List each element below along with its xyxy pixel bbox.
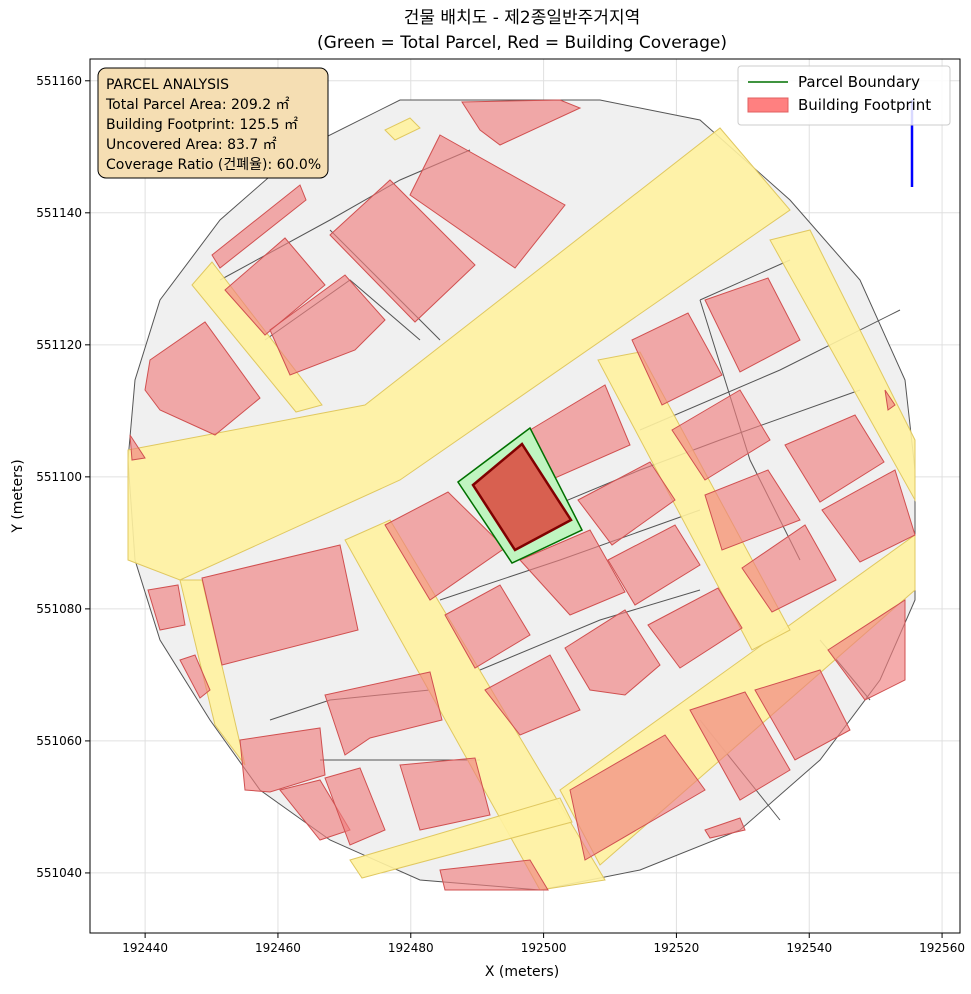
annotation-box [97, 67, 329, 179]
chart-title: 건물 배치도 - 제2종일반주거지역 [404, 8, 640, 28]
annotation: PARCEL ANALYSIS Total Parcel Area: 209.2 … [105, 77, 321, 173]
y-tick-label: 551120 [36, 338, 82, 352]
road [384, 117, 421, 141]
y-tick-label: 551140 [36, 206, 82, 220]
legend-label: Building Footprint [798, 96, 931, 114]
x-tick-label: 192460 [255, 941, 301, 955]
plot-frame [89, 58, 961, 934]
x-tick-label: 192440 [122, 941, 168, 955]
annotation-line: PARCEL ANALYSIS [106, 77, 229, 93]
selected-building [471, 442, 573, 552]
y-tick-label: 551080 [36, 602, 82, 616]
legend-entries: Parcel Boundary Building Footprint [747, 73, 931, 114]
x-tick-label: 192560 [919, 941, 965, 955]
x-tick-label: 192480 [388, 941, 434, 955]
legend-label: Parcel Boundary [798, 73, 920, 91]
legend [737, 65, 951, 126]
annotation-line: Coverage Ratio (건폐율): 60.0% [106, 157, 321, 173]
x-tick-label: 192500 [521, 941, 567, 955]
buildings [129, 99, 916, 891]
map-layer [127, 99, 916, 891]
road [349, 797, 573, 879]
annotation-line: Uncovered Area: 83.7 ㎡ [106, 137, 277, 153]
y-tick-label: 551160 [36, 74, 82, 88]
road [127, 127, 791, 581]
annotation-line: Building Footprint: 125.5 ㎡ [106, 117, 298, 133]
road [769, 229, 916, 502]
chart-subtitle: (Green = Total Parcel, Red = Building Co… [317, 33, 727, 53]
annotation-line: Total Parcel Area: 209.2 ㎡ [105, 97, 290, 113]
y-tick-label: 551040 [36, 866, 82, 880]
ticks: 192440 192460 192480 192500 192520 192540 1925… [36, 74, 965, 955]
x-axis-label: X (meters) [485, 964, 559, 980]
y-tick-label: 551100 [36, 470, 82, 484]
y-axis-label: Y (meters) [10, 459, 26, 533]
road [597, 351, 791, 651]
x-tick-label: 192540 [786, 941, 832, 955]
x-tick-label: 192520 [654, 941, 700, 955]
y-tick-label: 551060 [36, 734, 82, 748]
legend-swatch [747, 97, 789, 113]
